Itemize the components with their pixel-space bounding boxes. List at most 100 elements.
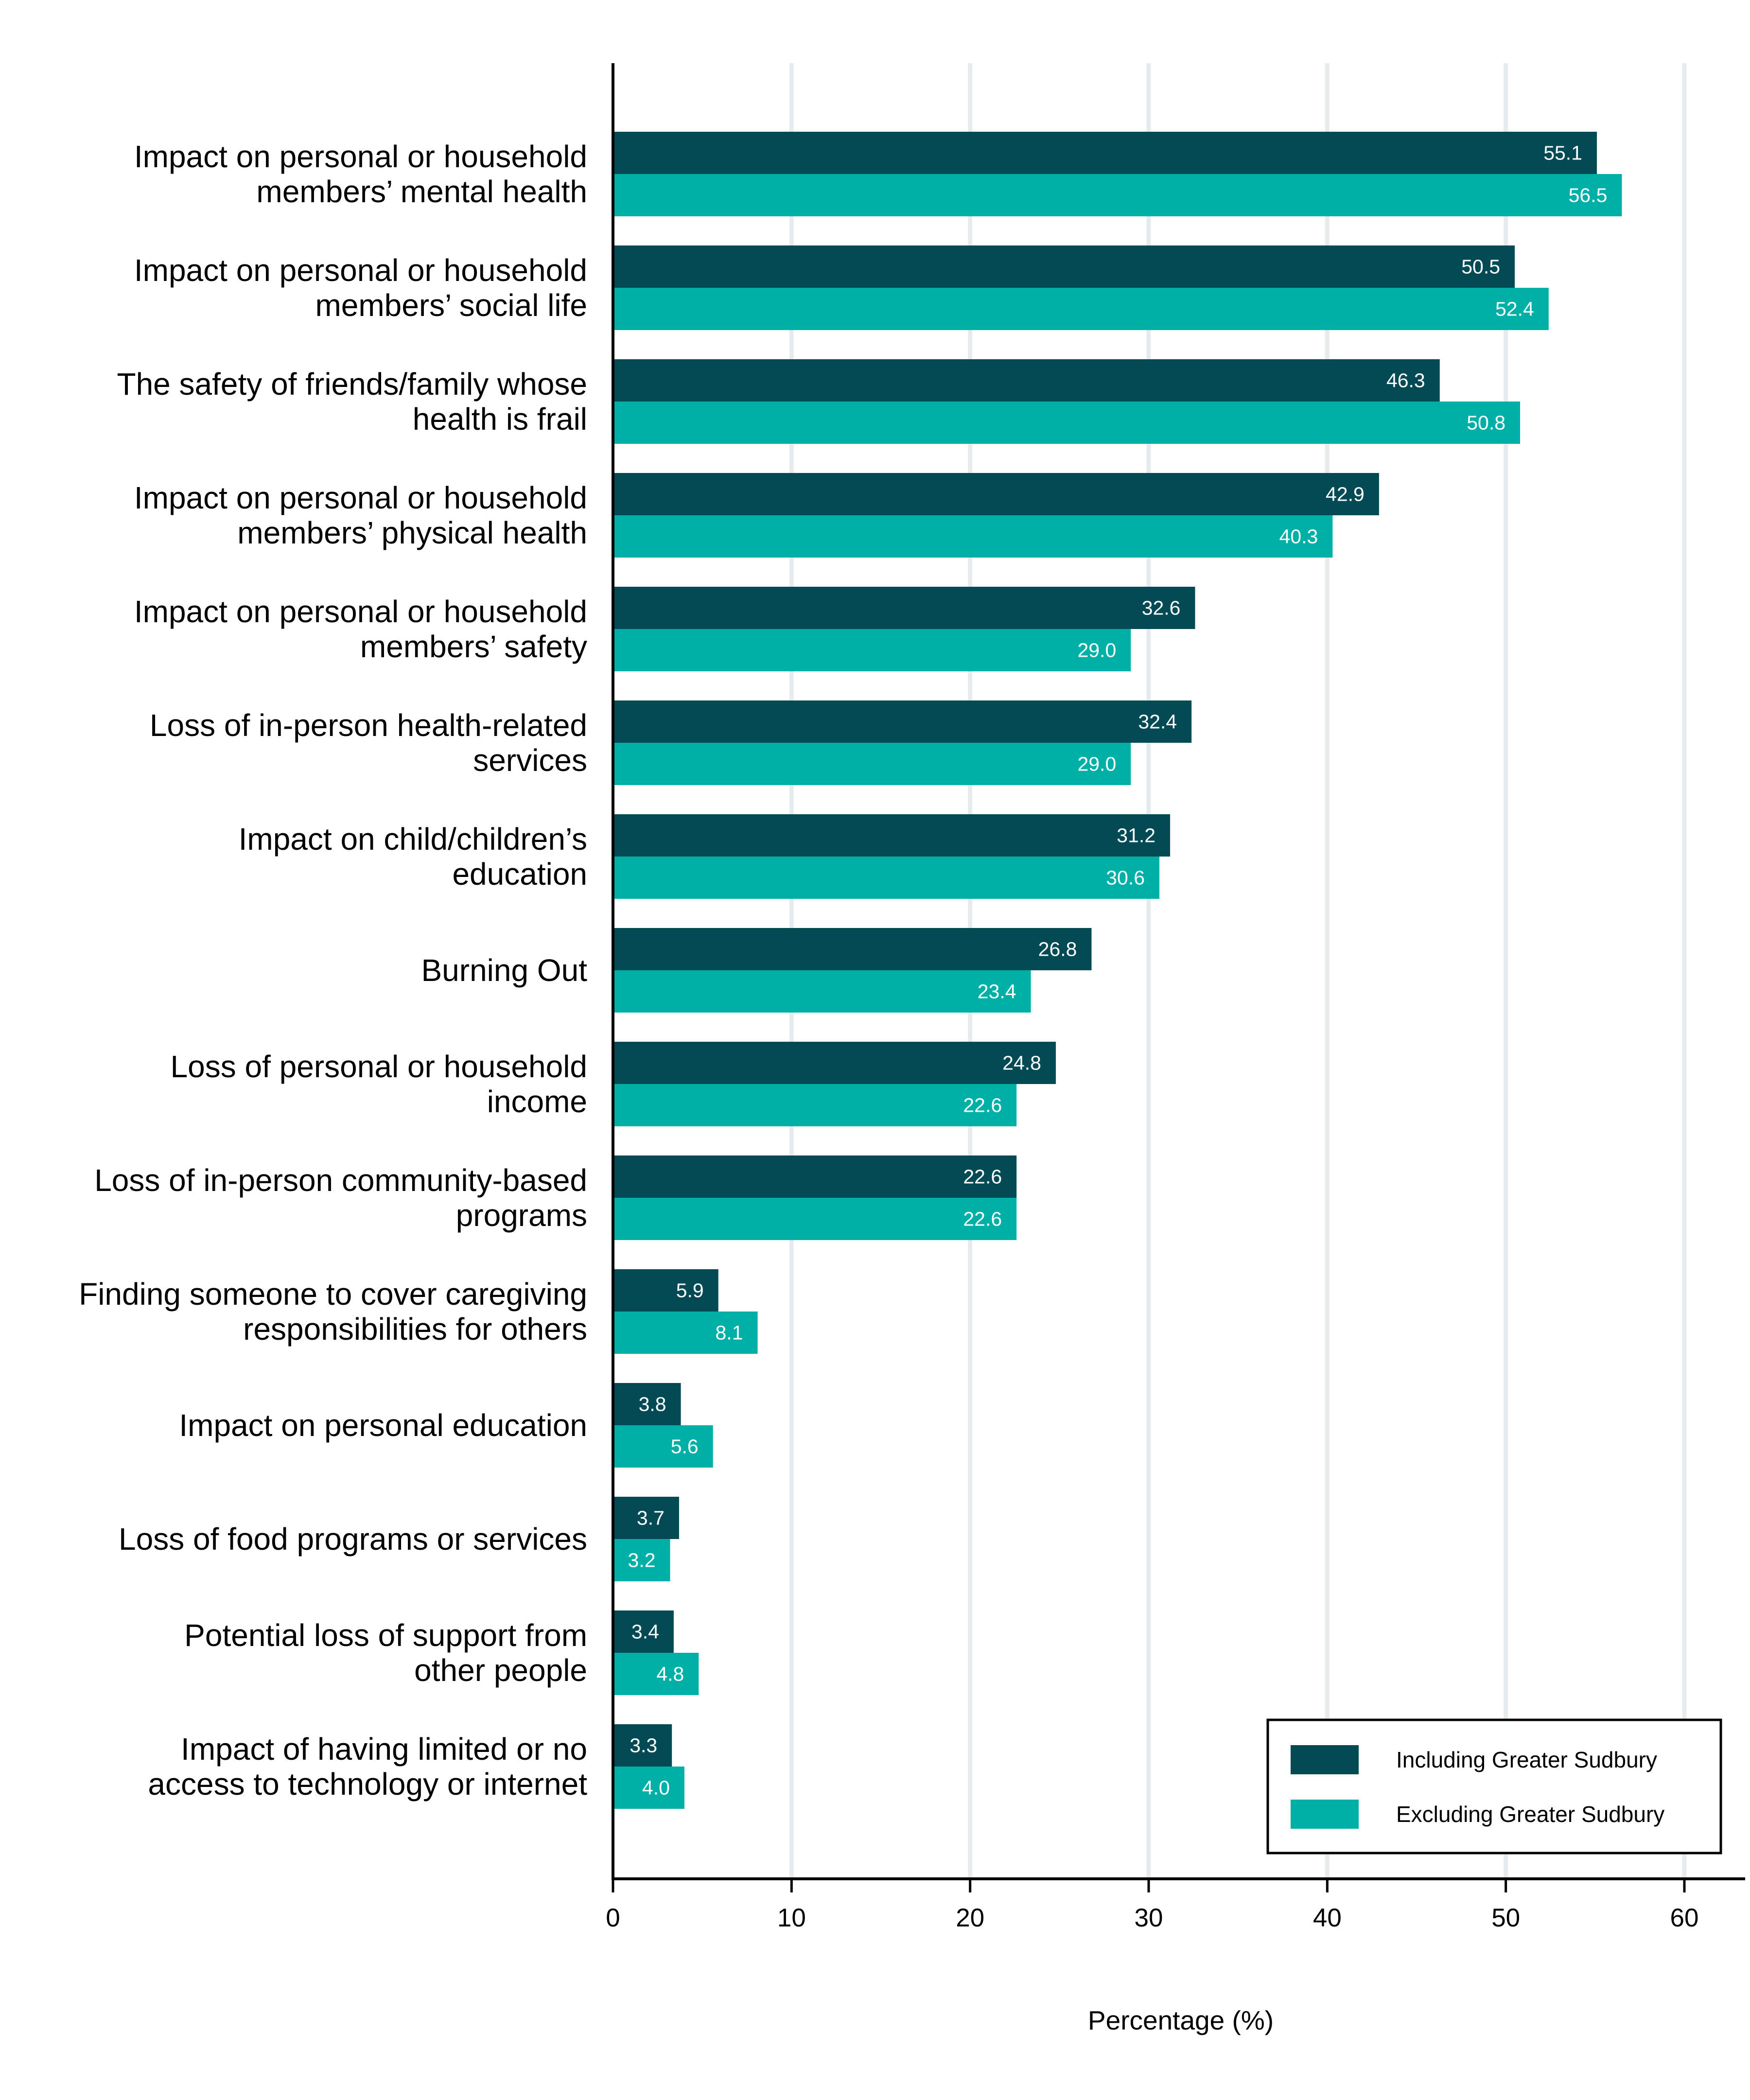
data-label: 5.9 bbox=[676, 1279, 704, 1302]
bar-including-11 bbox=[613, 1383, 681, 1425]
bar-including-4 bbox=[613, 587, 1195, 629]
category-label: responsibilities for others bbox=[243, 1312, 587, 1347]
axes: 0 10 20 30 40 50 60 bbox=[606, 63, 1745, 1932]
category-label: Loss of in-person health-related bbox=[150, 708, 587, 743]
data-label: 32.6 bbox=[1142, 597, 1181, 619]
data-label: 24.8 bbox=[1002, 1052, 1041, 1074]
data-label: 29.0 bbox=[1077, 639, 1116, 662]
category-label: Impact on child/children’s bbox=[239, 822, 587, 857]
data-label: 8.1 bbox=[716, 1322, 743, 1344]
data-label: 23.4 bbox=[978, 980, 1016, 1003]
bar-including-9 bbox=[613, 1155, 1017, 1198]
data-label: 31.2 bbox=[1117, 824, 1155, 847]
category-label: Loss of food programs or services bbox=[119, 1522, 587, 1557]
category-label: members’ safety bbox=[360, 629, 587, 664]
bar-excluding-0 bbox=[613, 174, 1622, 216]
category-label: access to technology or internet bbox=[148, 1767, 587, 1802]
data-label: 32.4 bbox=[1138, 711, 1177, 733]
legend-swatch bbox=[1291, 1745, 1359, 1774]
data-label: 22.6 bbox=[963, 1094, 1002, 1117]
data-label: 4.8 bbox=[656, 1663, 684, 1685]
data-label: 3.8 bbox=[639, 1393, 666, 1416]
category-label: income bbox=[487, 1084, 587, 1119]
data-label: 50.8 bbox=[1467, 412, 1505, 434]
bar-including-1 bbox=[613, 245, 1515, 288]
category-label: Impact on personal education bbox=[179, 1408, 587, 1443]
category-label: Loss of personal or household bbox=[171, 1049, 587, 1084]
data-label: 22.6 bbox=[963, 1166, 1002, 1188]
x-tick-label: 40 bbox=[1313, 1904, 1342, 1932]
category-label: members’ mental health bbox=[256, 174, 587, 209]
category-label: Impact on personal or household bbox=[134, 139, 587, 174]
data-label: 3.3 bbox=[630, 1734, 657, 1757]
data-label: 46.3 bbox=[1386, 369, 1425, 392]
category-label: Impact on personal or household bbox=[134, 594, 587, 629]
category-label: health is frail bbox=[413, 402, 587, 437]
data-label: 42.9 bbox=[1326, 483, 1365, 506]
data-label: 3.4 bbox=[631, 1621, 659, 1643]
bar-excluding-5 bbox=[613, 743, 1131, 785]
category-label: members’ physical health bbox=[237, 515, 587, 550]
category-label: members’ social life bbox=[315, 288, 587, 323]
bar-including-0 bbox=[613, 132, 1597, 174]
data-label: 5.6 bbox=[671, 1435, 699, 1458]
legend-swatch bbox=[1291, 1800, 1359, 1829]
data-label: 22.6 bbox=[963, 1208, 1002, 1230]
x-axis-title: Percentage (%) bbox=[1088, 2005, 1274, 2035]
category-label: Burning Out bbox=[421, 953, 587, 988]
data-label: 50.5 bbox=[1461, 256, 1500, 278]
bar-excluding-9 bbox=[613, 1198, 1017, 1240]
bar-excluding-13 bbox=[613, 1653, 699, 1695]
bar-excluding-7 bbox=[613, 970, 1031, 1013]
bar-including-6 bbox=[613, 814, 1171, 857]
x-tick-label: 30 bbox=[1135, 1904, 1163, 1932]
bar-excluding-10 bbox=[613, 1312, 758, 1354]
x-tick-label: 50 bbox=[1491, 1904, 1520, 1932]
bar-excluding-3 bbox=[613, 515, 1333, 558]
bar-including-3 bbox=[613, 473, 1379, 515]
bar-including-2 bbox=[613, 359, 1440, 402]
x-tick-label: 20 bbox=[956, 1904, 984, 1932]
category-label: other people bbox=[414, 1653, 587, 1688]
category-label: Loss of in-person community-based bbox=[94, 1163, 587, 1198]
category-label: Impact on personal or household bbox=[134, 253, 587, 288]
bar-excluding-2 bbox=[613, 402, 1521, 444]
bar-excluding-6 bbox=[613, 857, 1160, 899]
category-label: programs bbox=[456, 1198, 587, 1233]
bars: 55.1 56.5 50.5 52.4 46.3 50.8 42.9 40.3 32.6 29.0… bbox=[613, 132, 1622, 1809]
category-labels: Impact on personal or householdmembers’ … bbox=[79, 139, 587, 1802]
category-label: Impact of having limited or no bbox=[181, 1732, 587, 1767]
data-label: 3.7 bbox=[637, 1507, 665, 1529]
category-label: Finding someone to cover caregiving bbox=[79, 1277, 587, 1312]
bar-including-12 bbox=[613, 1497, 679, 1539]
bar-excluding-8 bbox=[613, 1084, 1017, 1126]
data-label: 56.5 bbox=[1569, 184, 1608, 207]
data-label: 30.6 bbox=[1106, 867, 1145, 889]
bar-including-5 bbox=[613, 700, 1192, 743]
category-label: services bbox=[473, 743, 587, 778]
bar-excluding-11 bbox=[613, 1425, 713, 1468]
category-label: The safety of friends/family whose bbox=[117, 367, 587, 402]
data-label: 26.8 bbox=[1038, 938, 1077, 961]
bar-excluding-12 bbox=[613, 1539, 670, 1581]
category-label: education bbox=[452, 857, 587, 892]
bar-including-7 bbox=[613, 928, 1092, 970]
category-label: Potential loss of support from bbox=[184, 1618, 587, 1653]
bar-excluding-1 bbox=[613, 288, 1549, 330]
category-label: Impact on personal or household bbox=[134, 480, 587, 515]
bar-including-10 bbox=[613, 1269, 718, 1312]
data-label: 52.4 bbox=[1495, 298, 1534, 320]
data-label: 3.2 bbox=[628, 1549, 656, 1572]
bar-excluding-14 bbox=[613, 1767, 684, 1809]
bar-including-14 bbox=[613, 1724, 672, 1767]
bar-including-8 bbox=[613, 1042, 1056, 1084]
data-label: 40.3 bbox=[1279, 525, 1318, 548]
legend-entry: Including Greater Sudbury bbox=[1396, 1747, 1657, 1772]
x-tick-label: 0 bbox=[606, 1904, 620, 1932]
legend-box bbox=[1266, 1718, 1722, 1855]
data-label: 55.1 bbox=[1543, 142, 1582, 164]
legend: Including Greater Sudbury Excluding Great… bbox=[1266, 1718, 1722, 1855]
data-label: 29.0 bbox=[1077, 753, 1116, 775]
bar-excluding-4 bbox=[613, 629, 1131, 671]
